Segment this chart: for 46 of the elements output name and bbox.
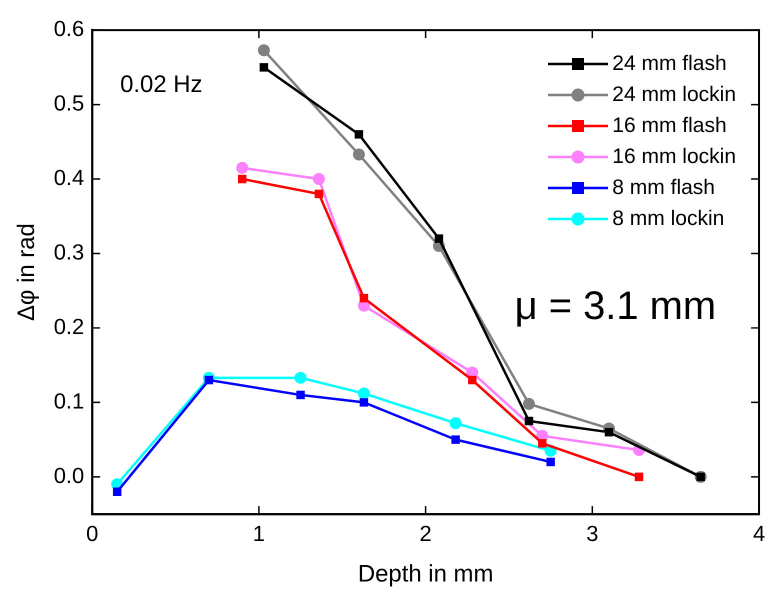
y-tick-label: 0.6 (54, 16, 84, 42)
point (260, 63, 268, 72)
point (522, 398, 535, 410)
legend-label: 16 mm lockin (612, 144, 736, 170)
legend-label: 24 mm lockin (612, 82, 736, 108)
legend-label: 8 mm flash (612, 175, 715, 201)
point (258, 44, 270, 56)
x-tick-label: 0 (86, 521, 98, 546)
point (294, 372, 307, 384)
point (354, 130, 364, 139)
y-tick-label: 0.0 (54, 462, 84, 488)
y-tick-label: 0.5 (54, 90, 84, 116)
point (360, 398, 368, 407)
annotation: μ = 3.1 mm (514, 284, 716, 328)
y-tick-label: 0.2 (54, 314, 84, 339)
point (112, 488, 122, 496)
point (238, 174, 246, 184)
point (468, 376, 477, 384)
point (546, 458, 555, 466)
point (296, 390, 305, 400)
x-tick-label: 2 (420, 521, 432, 546)
y-tick-label: 0.3 (54, 240, 84, 265)
x-tick-label: 4 (752, 521, 766, 546)
point (538, 439, 547, 448)
legend-label: 16 mm flash (612, 113, 727, 139)
x-axis-title: Depth in mm (358, 560, 494, 588)
y-tick-label: 0.4 (54, 165, 84, 190)
y-tick-label: 0.1 (54, 388, 84, 414)
annotation: 0.02 Hz (120, 70, 203, 98)
point (314, 190, 324, 198)
point (450, 417, 462, 430)
legend-label: 24 mm flash (612, 51, 727, 77)
point (312, 173, 325, 186)
point (352, 148, 365, 160)
point (634, 472, 644, 482)
y-axis-title: Δφ in rad (12, 223, 40, 322)
point (524, 416, 534, 426)
legend-label: 8 mm lockin (612, 206, 724, 232)
point (604, 428, 614, 436)
point (360, 294, 368, 302)
x-tick-label: 3 (586, 521, 598, 546)
point (434, 234, 444, 243)
x-tick-label: 1 (252, 521, 265, 546)
point (358, 387, 370, 400)
point (451, 435, 460, 444)
point (236, 162, 248, 174)
